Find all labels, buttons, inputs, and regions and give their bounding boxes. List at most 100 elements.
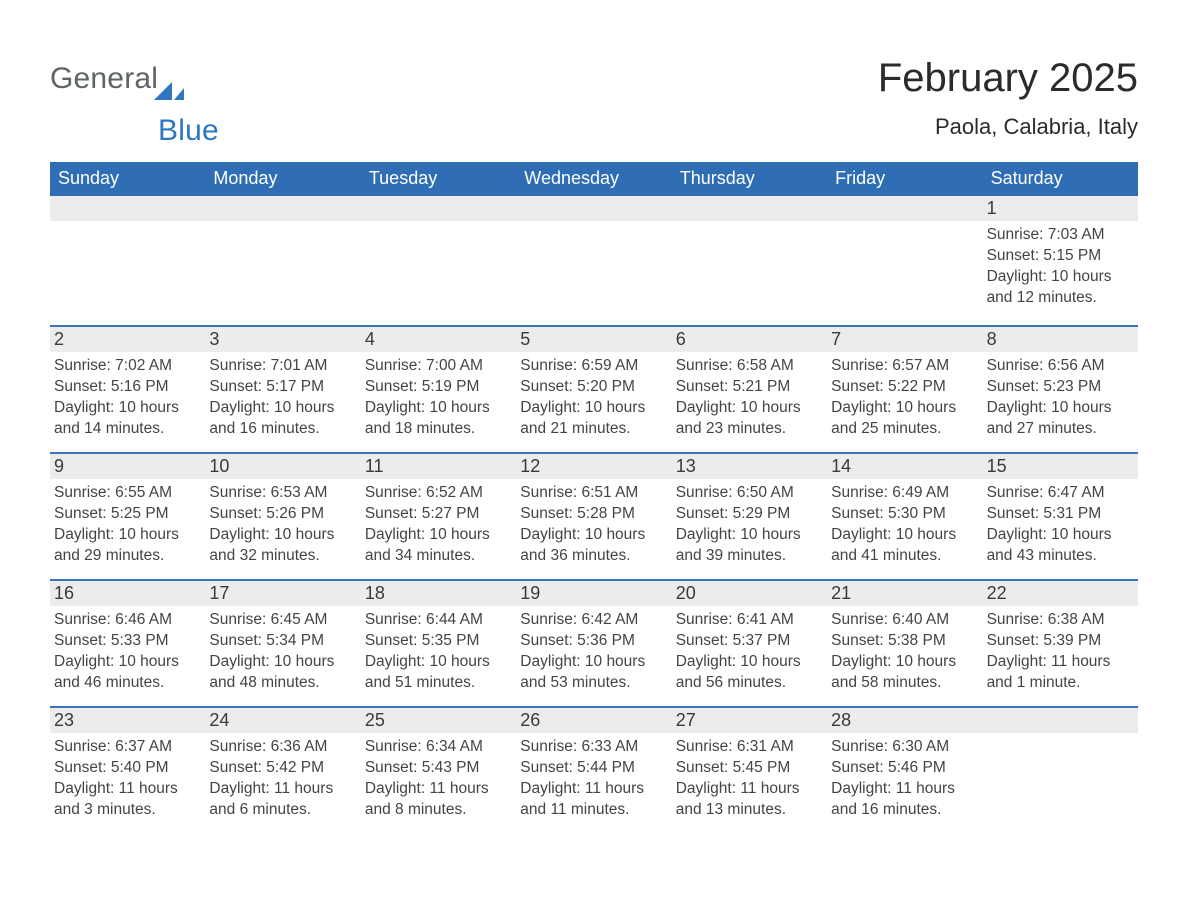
daylight-text: Daylight: 10 hours and 39 minutes. bbox=[676, 525, 821, 567]
daylight-text: Daylight: 11 hours and 1 minute. bbox=[987, 652, 1132, 694]
daylight-text: Daylight: 10 hours and 34 minutes. bbox=[365, 525, 510, 567]
day-number: 9 bbox=[50, 454, 205, 479]
daynum-row: 232425262728 bbox=[50, 706, 1138, 733]
day-number: 4 bbox=[361, 327, 516, 352]
day-number bbox=[516, 196, 671, 221]
daylight-text: Daylight: 10 hours and 12 minutes. bbox=[987, 267, 1132, 309]
day-number: 3 bbox=[205, 327, 360, 352]
daylight-text: Daylight: 10 hours and 53 minutes. bbox=[520, 652, 665, 694]
day-details: Sunrise: 6:44 AMSunset: 5:35 PMDaylight:… bbox=[361, 606, 516, 706]
day-number: 20 bbox=[672, 581, 827, 606]
calendar-grid: Sunday Monday Tuesday Wednesday Thursday… bbox=[50, 162, 1138, 833]
sunrise-text: Sunrise: 6:38 AM bbox=[987, 610, 1132, 631]
day-details: Sunrise: 6:57 AMSunset: 5:22 PMDaylight:… bbox=[827, 352, 982, 452]
sunset-text: Sunset: 5:21 PM bbox=[676, 377, 821, 398]
sunset-text: Sunset: 5:44 PM bbox=[520, 758, 665, 779]
sunset-text: Sunset: 5:22 PM bbox=[831, 377, 976, 398]
sunset-text: Sunset: 5:27 PM bbox=[365, 504, 510, 525]
day-number: 21 bbox=[827, 581, 982, 606]
day-number: 10 bbox=[205, 454, 360, 479]
sunset-text: Sunset: 5:20 PM bbox=[520, 377, 665, 398]
day-details bbox=[205, 221, 360, 325]
day-details: Sunrise: 6:37 AMSunset: 5:40 PMDaylight:… bbox=[50, 733, 205, 833]
daylight-text: Daylight: 10 hours and 58 minutes. bbox=[831, 652, 976, 694]
day-details bbox=[672, 221, 827, 325]
day-details: Sunrise: 6:34 AMSunset: 5:43 PMDaylight:… bbox=[361, 733, 516, 833]
daynum-row: 16171819202122 bbox=[50, 579, 1138, 606]
sunset-text: Sunset: 5:36 PM bbox=[520, 631, 665, 652]
day-number: 19 bbox=[516, 581, 671, 606]
details-row: Sunrise: 7:03 AMSunset: 5:15 PMDaylight:… bbox=[50, 221, 1138, 325]
daylight-text: Daylight: 10 hours and 18 minutes. bbox=[365, 398, 510, 440]
daylight-text: Daylight: 10 hours and 36 minutes. bbox=[520, 525, 665, 567]
sunrise-text: Sunrise: 6:33 AM bbox=[520, 737, 665, 758]
day-number: 7 bbox=[827, 327, 982, 352]
sunset-text: Sunset: 5:23 PM bbox=[987, 377, 1132, 398]
day-number: 27 bbox=[672, 708, 827, 733]
sunset-text: Sunset: 5:39 PM bbox=[987, 631, 1132, 652]
sunrise-text: Sunrise: 6:55 AM bbox=[54, 483, 199, 504]
day-details: Sunrise: 6:58 AMSunset: 5:21 PMDaylight:… bbox=[672, 352, 827, 452]
daylight-text: Daylight: 10 hours and 23 minutes. bbox=[676, 398, 821, 440]
details-row: Sunrise: 7:02 AMSunset: 5:16 PMDaylight:… bbox=[50, 352, 1138, 452]
weekday-label: Sunday bbox=[50, 162, 205, 196]
daynum-row: 9101112131415 bbox=[50, 452, 1138, 479]
day-details: Sunrise: 6:49 AMSunset: 5:30 PMDaylight:… bbox=[827, 479, 982, 579]
logo-word-general: General bbox=[50, 62, 158, 96]
sunrise-text: Sunrise: 6:47 AM bbox=[987, 483, 1132, 504]
daynum-row: 2345678 bbox=[50, 325, 1138, 352]
day-details: Sunrise: 6:31 AMSunset: 5:45 PMDaylight:… bbox=[672, 733, 827, 833]
day-details: Sunrise: 6:45 AMSunset: 5:34 PMDaylight:… bbox=[205, 606, 360, 706]
sunrise-text: Sunrise: 6:46 AM bbox=[54, 610, 199, 631]
sunset-text: Sunset: 5:46 PM bbox=[831, 758, 976, 779]
day-number: 24 bbox=[205, 708, 360, 733]
sunrise-text: Sunrise: 6:40 AM bbox=[831, 610, 976, 631]
sunrise-text: Sunrise: 6:56 AM bbox=[987, 356, 1132, 377]
day-number: 8 bbox=[983, 327, 1138, 352]
weekday-label: Tuesday bbox=[361, 162, 516, 196]
sunrise-text: Sunrise: 6:42 AM bbox=[520, 610, 665, 631]
daylight-text: Daylight: 11 hours and 6 minutes. bbox=[209, 779, 354, 821]
sunrise-text: Sunrise: 6:53 AM bbox=[209, 483, 354, 504]
daylight-text: Daylight: 10 hours and 27 minutes. bbox=[987, 398, 1132, 440]
day-details bbox=[983, 733, 1138, 833]
day-details: Sunrise: 6:30 AMSunset: 5:46 PMDaylight:… bbox=[827, 733, 982, 833]
day-number: 22 bbox=[983, 581, 1138, 606]
daylight-text: Daylight: 11 hours and 3 minutes. bbox=[54, 779, 199, 821]
day-number: 28 bbox=[827, 708, 982, 733]
sunrise-text: Sunrise: 6:57 AM bbox=[831, 356, 976, 377]
day-number: 1 bbox=[983, 196, 1138, 221]
sunrise-text: Sunrise: 6:36 AM bbox=[209, 737, 354, 758]
day-details: Sunrise: 7:01 AMSunset: 5:17 PMDaylight:… bbox=[205, 352, 360, 452]
day-number bbox=[983, 708, 1138, 733]
day-number bbox=[50, 196, 205, 221]
day-details: Sunrise: 7:00 AMSunset: 5:19 PMDaylight:… bbox=[361, 352, 516, 452]
sunset-text: Sunset: 5:25 PM bbox=[54, 504, 199, 525]
day-number bbox=[672, 196, 827, 221]
day-number bbox=[205, 196, 360, 221]
day-details: Sunrise: 6:52 AMSunset: 5:27 PMDaylight:… bbox=[361, 479, 516, 579]
day-number: 26 bbox=[516, 708, 671, 733]
sunrise-text: Sunrise: 6:30 AM bbox=[831, 737, 976, 758]
daynum-row: 1 bbox=[50, 196, 1138, 221]
day-details bbox=[516, 221, 671, 325]
sunrise-text: Sunrise: 7:03 AM bbox=[987, 225, 1132, 246]
day-details: Sunrise: 6:33 AMSunset: 5:44 PMDaylight:… bbox=[516, 733, 671, 833]
day-number bbox=[827, 196, 982, 221]
brand-logo: General bbox=[50, 56, 184, 96]
daylight-text: Daylight: 10 hours and 14 minutes. bbox=[54, 398, 199, 440]
sunset-text: Sunset: 5:26 PM bbox=[209, 504, 354, 525]
day-details: Sunrise: 7:03 AMSunset: 5:15 PMDaylight:… bbox=[983, 221, 1138, 325]
sunrise-text: Sunrise: 6:37 AM bbox=[54, 737, 199, 758]
sunrise-text: Sunrise: 6:49 AM bbox=[831, 483, 976, 504]
sunset-text: Sunset: 5:16 PM bbox=[54, 377, 199, 398]
day-details: Sunrise: 6:53 AMSunset: 5:26 PMDaylight:… bbox=[205, 479, 360, 579]
day-details: Sunrise: 6:40 AMSunset: 5:38 PMDaylight:… bbox=[827, 606, 982, 706]
day-details: Sunrise: 6:36 AMSunset: 5:42 PMDaylight:… bbox=[205, 733, 360, 833]
day-number: 11 bbox=[361, 454, 516, 479]
sunrise-text: Sunrise: 6:44 AM bbox=[365, 610, 510, 631]
sunrise-text: Sunrise: 6:51 AM bbox=[520, 483, 665, 504]
day-details bbox=[361, 221, 516, 325]
daylight-text: Daylight: 10 hours and 51 minutes. bbox=[365, 652, 510, 694]
day-number: 6 bbox=[672, 327, 827, 352]
